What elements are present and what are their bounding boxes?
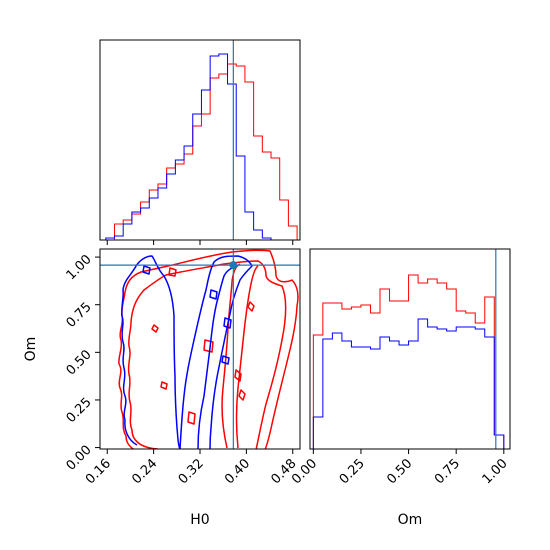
hist-Om-ticks: 0.00 0.25 0.50 0.75 1.00 (289, 449, 511, 487)
contour-blue-blob-3 (209, 289, 218, 300)
contour-red-outer (118, 249, 299, 449)
contour-ytick-label-4: 1.00 (64, 252, 95, 283)
contour-blue-blob-2 (221, 355, 230, 365)
hist-H0-series-group (105, 40, 300, 240)
contour-xtick-label-0: 0.16 (83, 456, 114, 487)
contour-blue-inner (197, 267, 233, 449)
hist-Om-frame (309, 248, 511, 450)
hist-H0-ticks (106, 240, 294, 245)
hist-Om-xtick-label-0: 0.00 (289, 456, 320, 487)
contour-ytick-label-1: 0.25 (64, 395, 95, 426)
hist-Om-xtick-label-2: 0.50 (384, 456, 415, 487)
hist-Om-series-1 (312, 318, 505, 449)
contour-red-blob-4 (160, 381, 168, 390)
ylabel-Om: Om (23, 337, 39, 362)
contour-xtick-label-3: 0.40 (222, 456, 253, 487)
hist-H0-panel (99, 39, 301, 245)
contour-red-blob-3 (187, 411, 196, 425)
contour-series-group (118, 249, 299, 449)
contour-blue-blob-4 (142, 265, 151, 275)
contour-ticks: 0.16 0.24 0.32 0.40 0.480.000.250.500.751.00 (64, 252, 300, 487)
contour-ytick-label-3: 0.75 (64, 300, 95, 331)
hist-Om-series-group (312, 249, 505, 449)
hist-Om-xtick-label-1: 0.25 (337, 456, 368, 487)
hist-H0-series-1 (105, 53, 300, 240)
contour-red-blob-5 (151, 324, 159, 333)
hist-Om-xtick-label-4: 1.00 (480, 456, 511, 487)
contour-red-blob-2 (203, 339, 214, 353)
contour-blue-outer (121, 255, 181, 449)
contour-blue-mid (179, 255, 253, 449)
xlabel-H0: H0 (190, 512, 209, 528)
contour-frame (99, 248, 301, 450)
hist-Om-xtick-label-3: 0.75 (432, 456, 463, 487)
hist-Om-panel: 0.00 0.25 0.50 0.75 1.00 Om (289, 248, 511, 528)
contour-truth-lines (100, 249, 300, 449)
contour-red-blob-7 (234, 369, 242, 382)
contour-blue-blob-1 (223, 317, 232, 329)
contour-xtick-label-2: 0.32 (176, 456, 207, 487)
contour-red-ridge-right (235, 265, 259, 449)
contour-xtick-label-1: 0.24 (129, 456, 160, 487)
hist-H0-frame (99, 39, 301, 241)
xlabel-Om: Om (398, 512, 423, 528)
contour-truth-marker (229, 261, 238, 270)
contour-red-blob-8 (238, 389, 246, 401)
contour-red-blob-1 (168, 267, 177, 277)
contour-red-blob-6 (247, 301, 255, 312)
contour-panel: 0.16 0.24 0.32 0.40 0.480.000.250.500.751.00… (23, 248, 301, 528)
hist-Om-series-0 (312, 274, 505, 449)
contour-red-inner (127, 260, 287, 449)
contour-ytick-label-2: 0.50 (64, 347, 95, 378)
